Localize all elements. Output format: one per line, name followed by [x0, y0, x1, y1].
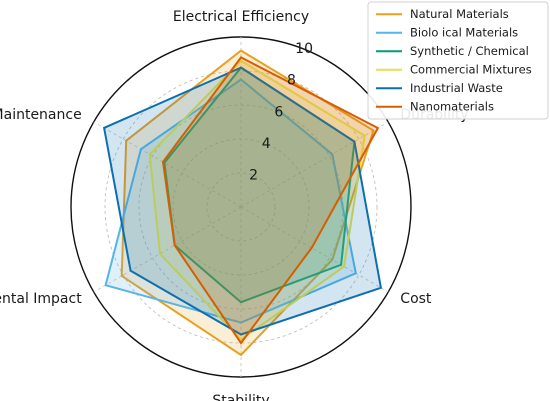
radial-tick-label: 10 [295, 41, 313, 57]
legend-label: Nanomaterials [410, 99, 494, 113]
radial-tick-label: 8 [287, 73, 296, 89]
axis-spoke [240, 206, 389, 293]
axis-label: Stability [212, 393, 269, 401]
series-layer [102, 49, 383, 357]
series-polygon-4 [148, 59, 366, 341]
grid-layer [70, 36, 412, 378]
axis-label: Cost [400, 291, 432, 307]
legend-label: Biolo ical Materials [410, 25, 518, 39]
legend-box [367, 1, 549, 120]
radial-tick-label: 4 [262, 136, 271, 152]
axis-spoke [93, 121, 242, 208]
series-polygon-6 [161, 56, 380, 345]
series-polygon-5 [102, 66, 383, 336]
legend-label: Industrial Waste [410, 81, 503, 95]
grid-ring [104, 70, 378, 344]
legend-label: Commercial Mixtures [410, 62, 532, 76]
axis-label: Environmental Impact [0, 291, 82, 307]
legend-label: Synthetic / Chemical [410, 44, 529, 58]
grid-ring [206, 172, 276, 242]
radial-tick-label: 6 [274, 104, 283, 120]
axis-label: Maintenance [0, 107, 82, 123]
radial-tick-label: 2 [249, 167, 258, 183]
legend-label: Natural Materials [410, 7, 509, 21]
axis-label: Electrical Efficiency [173, 9, 309, 25]
axis-spoke [93, 206, 242, 293]
legend: Natural Materials Biolo ical Materials Syn… [367, 1, 549, 120]
axis-spoke [240, 121, 389, 208]
